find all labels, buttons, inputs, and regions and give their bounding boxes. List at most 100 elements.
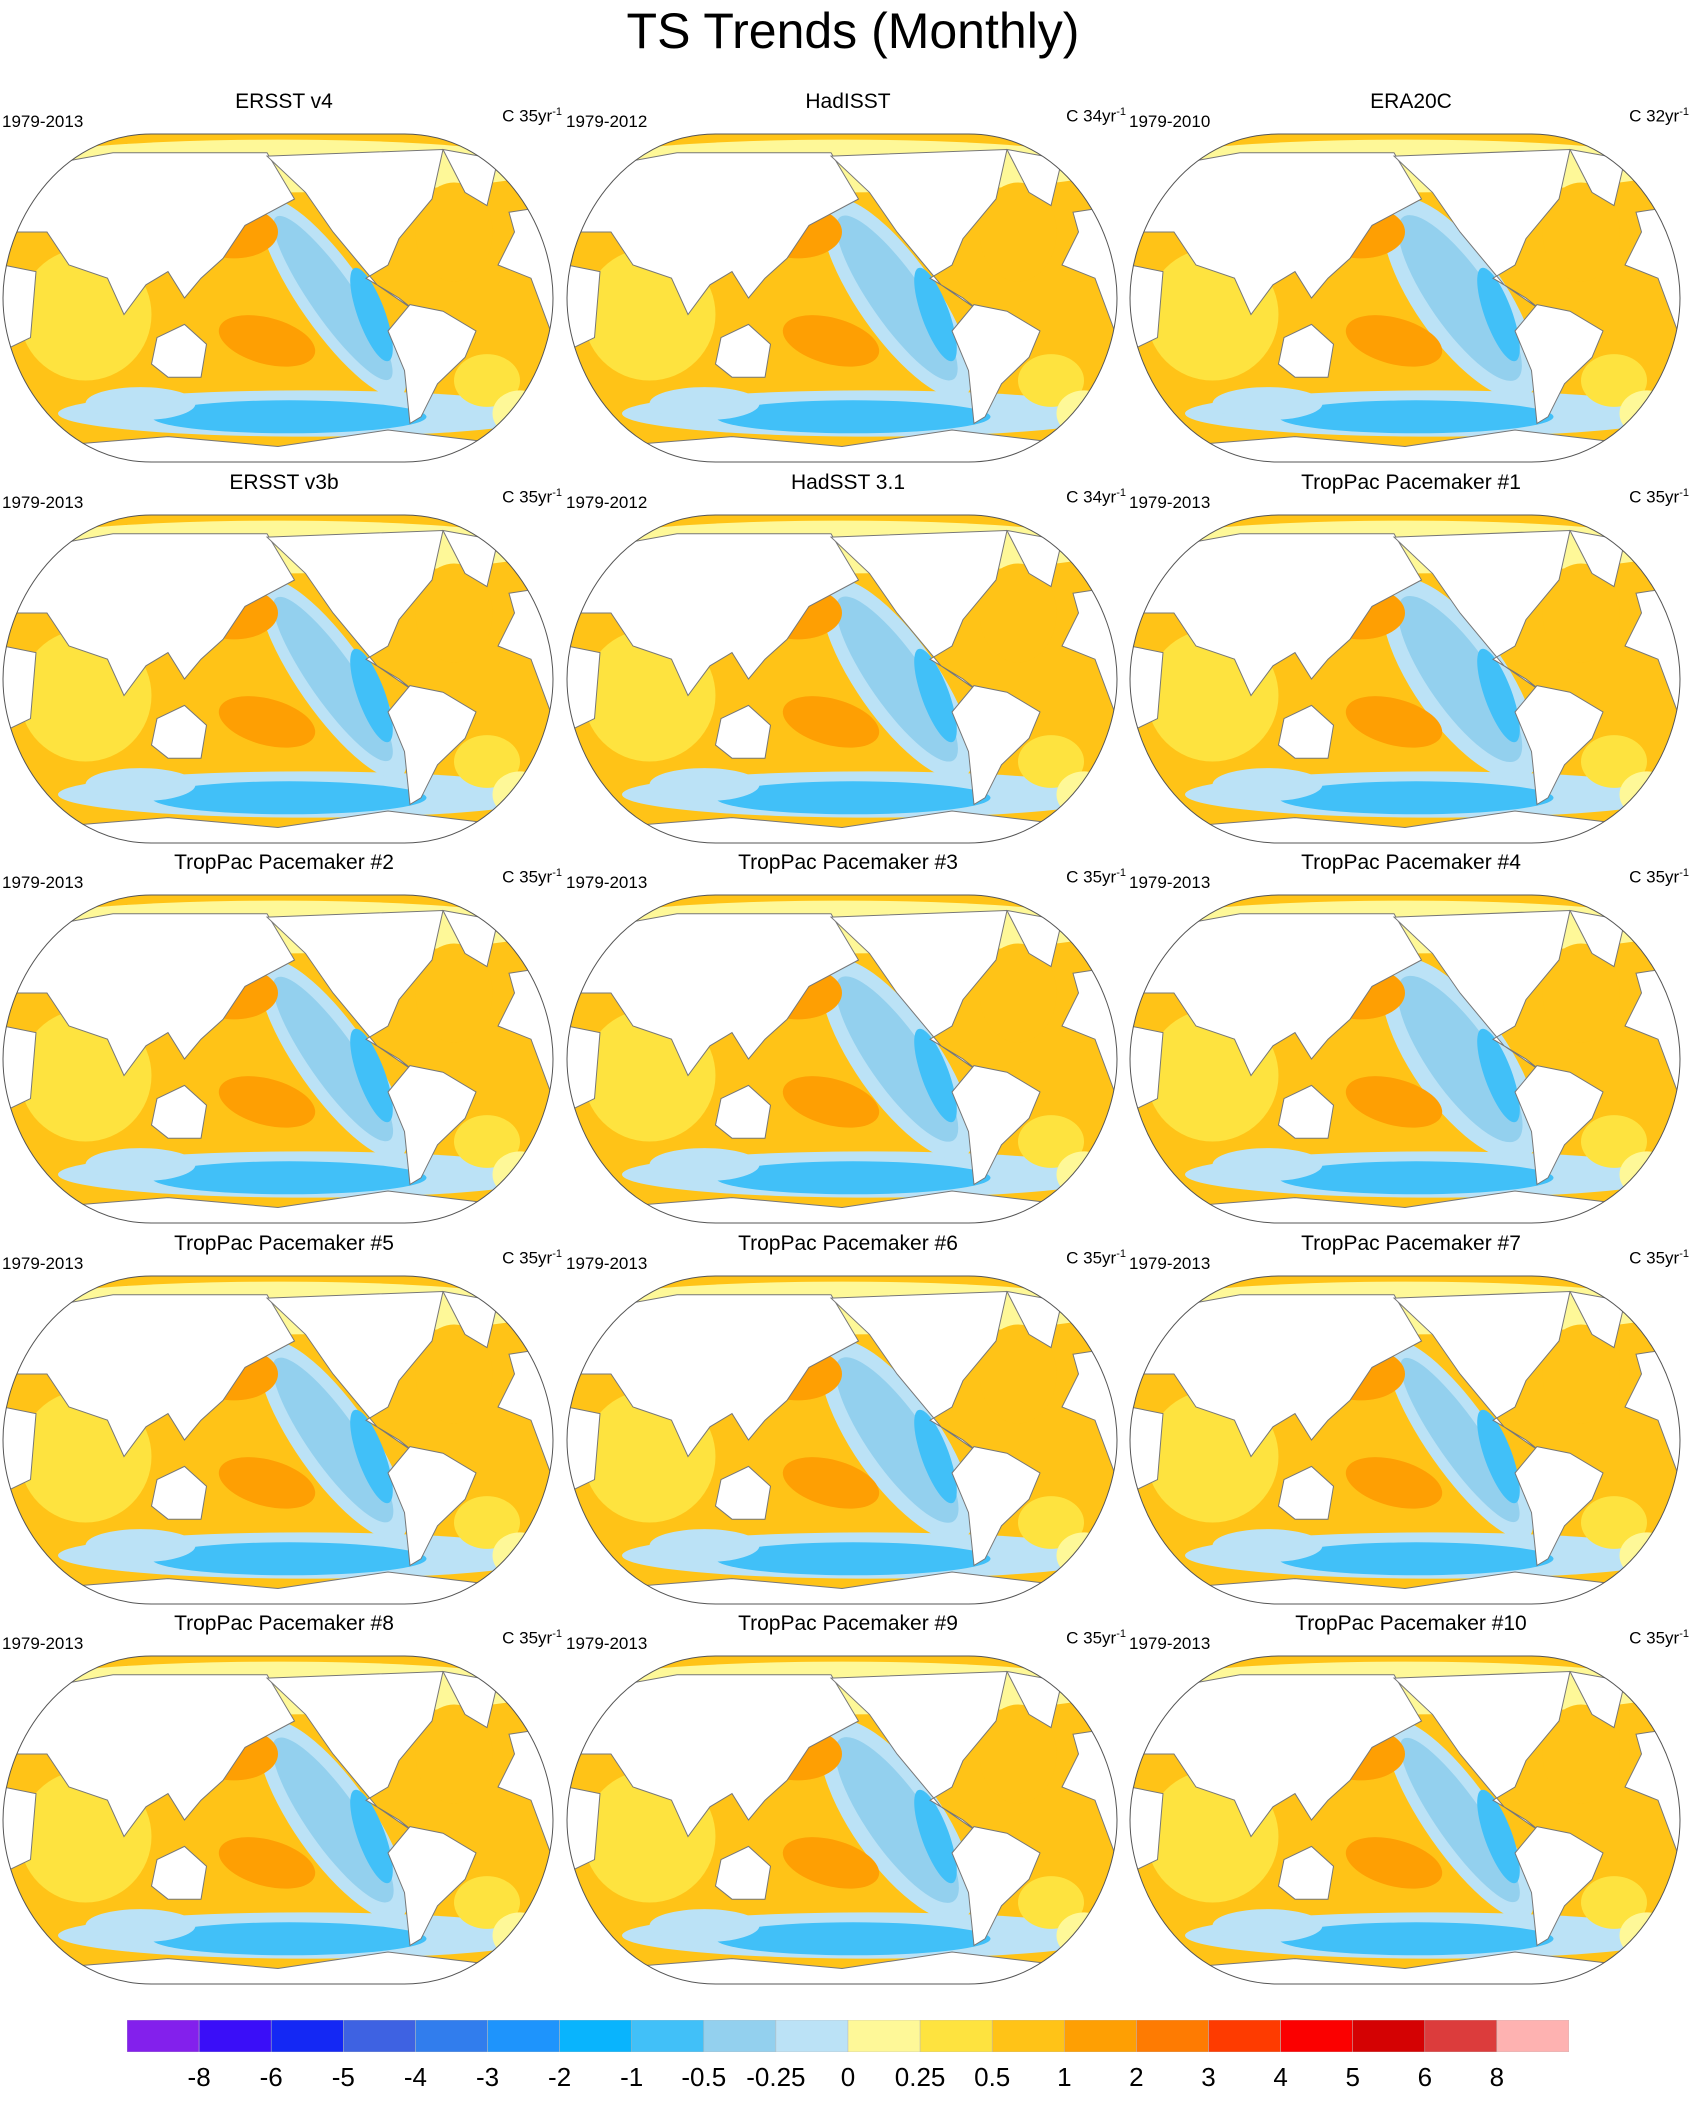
panel-title: ERA20C [1370,90,1452,113]
trend-contour [649,1909,760,1943]
trend-contour [1619,1912,1675,1959]
land-mass [1130,533,1423,697]
trend-contour [1477,1789,1520,1884]
land-mass [567,810,1117,843]
land-mass [567,533,860,697]
land-mass [3,1786,37,1874]
trend-contour [649,768,760,802]
land-mass [567,1571,1117,1604]
panel-title: TropPac Pacemaker #2 [174,851,394,874]
colorbar-swatch [198,2020,272,2052]
land-mass [3,1674,296,1838]
trend-contour [782,696,880,748]
panel-units: C 32yr-1 [1629,106,1689,126]
trend-contour [715,1161,991,1195]
land-mass [1392,1290,1571,1454]
map-panel: TropPac Pacemaker #1 1979-2013 C 35yr-1 [1129,471,1693,853]
panel-title: TropPac Pacemaker #10 [1295,1612,1527,1635]
land-mass [1130,1951,1680,1984]
trend-contour [1345,315,1443,367]
land-mass [1277,1465,1335,1520]
panel-period: 1979-2013 [2,873,84,892]
trend-contour [1278,400,1554,434]
land-mass [1514,1826,1604,1947]
trend-contour [454,1876,520,1929]
panel-units: C 35yr-1 [1066,1248,1126,1268]
trend-contour [1398,215,1522,381]
map [566,894,1118,1224]
map-panel: TropPac Pacemaker #5 1979-2013 C 35yr-1 [2,1232,566,1614]
land-mass [1130,1190,1680,1223]
trend-contour [151,400,427,434]
trend-contour [1018,1496,1084,1549]
trend-contour [415,943,493,1043]
trend-contour [350,1028,393,1123]
land-mass [150,323,208,378]
map [1129,514,1681,844]
trend-contour [218,315,316,367]
colorbar [127,2020,1569,2052]
map-panel: TropPac Pacemaker #10 1979-2013 C 35yr-1 [1129,1612,1693,1994]
trend-contour [218,1457,316,1509]
panel-title: HadISST [805,90,891,113]
trend-contour [914,1789,957,1884]
land-mass [1514,1446,1604,1567]
trend-contour [1212,1529,1323,1563]
trend-contour [454,1496,520,1549]
panel-period: 1979-2013 [1129,873,1211,892]
land-mass [567,1786,601,1874]
panel-title: TropPac Pacemaker #8 [174,1612,394,1635]
colorbar-tick-label: 6 [1417,2062,1433,2092]
land-mass [265,909,444,1073]
map [566,1655,1118,1985]
colorbar-swatch [559,2020,632,2052]
panel-title: HadSST 3.1 [790,471,905,494]
land-mass [150,1084,208,1139]
trend-contour [649,387,760,421]
colorbar-tick-label: 2 [1129,2062,1144,2092]
colorbar-swatch [1352,2020,1426,2052]
land-mass [150,1845,208,1900]
trend-contour [272,1357,394,1523]
map-panel: ERSST v4 1979-2013 C 35yr-1 [2,90,566,472]
panel-period: 1979-2013 [1129,493,1211,512]
colorbar-tick-label: 5 [1345,2062,1360,2092]
trend-contour [836,215,958,381]
panel-title: TropPac Pacemaker #5 [174,1232,394,1255]
land-mass [1624,586,1680,719]
trend-contour [454,1115,520,1168]
map-panel: TropPac Pacemaker #9 1979-2013 C 35yr-1 [566,1612,1130,1994]
panel-title: TropPac Pacemaker #4 [1301,851,1521,874]
colorbar-swatch [343,2020,416,2052]
colorbar-swatch [127,2020,200,2052]
land-mass [387,1826,477,1947]
colorbar-swatch [270,2020,344,2052]
trend-contour [835,1737,959,1903]
colorbar-swatch [1208,2020,1281,2052]
trend-contour [1018,735,1084,788]
land-mass [714,1084,772,1139]
land-mass [829,529,1008,693]
trend-contour [1278,781,1554,815]
land-mass [567,1190,1117,1223]
land-mass [1277,704,1335,759]
land-mass [3,1406,37,1494]
land-mass [3,810,553,843]
colorbar-swatch [1136,2020,1209,2052]
land-mass [1277,323,1335,378]
trend-contour [1619,1151,1675,1198]
map [1129,1655,1681,1985]
land-mass [1130,913,1423,1077]
trend-contour [1581,354,1647,407]
land-mass [567,913,860,1077]
trend-contour [1397,595,1523,763]
panel-units: C 35yr-1 [1629,867,1689,887]
land-mass [1130,810,1680,843]
colorbar-tick-label: -4 [403,2062,427,2092]
panel-period: 1979-2013 [2,112,84,131]
land-mass [567,1951,1117,1984]
trend-contour [1581,735,1647,788]
colorbar-tick-label: 0 [840,2062,856,2092]
land-mass [387,1065,477,1186]
trend-contour [782,1837,880,1889]
